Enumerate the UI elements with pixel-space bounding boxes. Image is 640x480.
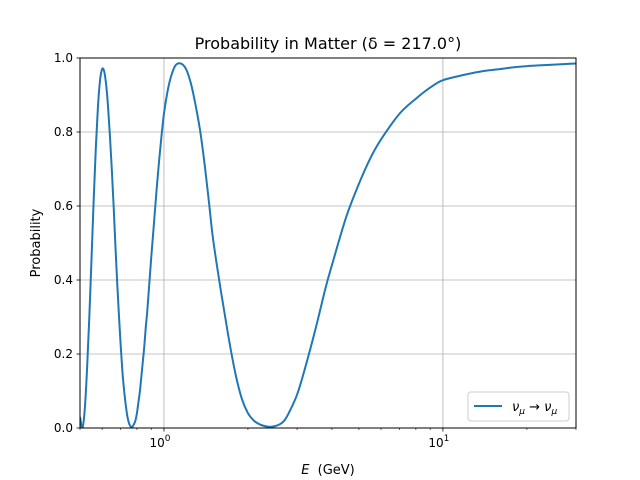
y-axis-ticks: 0.0 0.2 0.4 0.6 0.8 1.0 [54,51,80,435]
y-tick-label-4: 0.8 [54,125,73,139]
plot-frame [79,57,577,429]
legend-nu-1: ν [512,400,519,415]
legend-nu-2: ν [544,400,551,415]
legend-arrow: → [525,400,544,415]
y-tick-label-5: 1.0 [54,51,73,65]
legend: νμ → νμ [467,391,570,422]
legend-mu-2: μ [550,407,557,417]
y-tick-label-0: 0.0 [54,421,73,435]
y-tick-label-2: 0.4 [54,273,73,287]
chart-title: Probability in Matter (δ = 217.0°) [195,34,462,53]
legend-label: νμ → νμ [512,400,557,417]
x-tick-label-1: 101 [428,434,449,450]
x-axis-label-symbol: E [301,463,310,478]
y-tick-label-3: 0.6 [54,199,73,213]
x-axis-label-unit: (GeV) [318,463,355,478]
x-axis-ticks: 100 101 [79,428,577,450]
y-tick-label-1: 0.2 [54,347,73,361]
series-line-numu-numu [80,62,576,428]
legend-box [467,391,570,422]
x-tick-label-0: 100 [149,434,170,450]
grid [80,57,576,429]
legend-mu-1: μ [518,407,525,417]
y-axis-label: Probability [29,208,44,277]
x-axis-label: E (GeV) [301,463,354,478]
